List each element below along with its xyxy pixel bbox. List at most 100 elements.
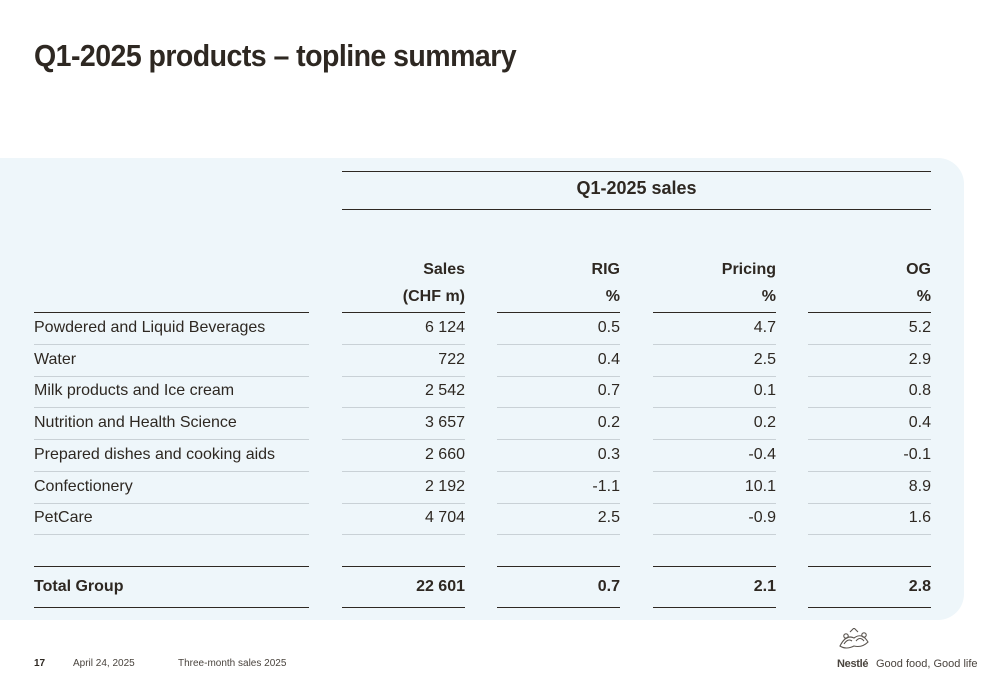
row-rule xyxy=(342,534,465,535)
row-label: Milk products and Ice cream xyxy=(34,382,235,400)
total-row-cell: 0.7 xyxy=(597,578,620,595)
group-header-bottom-rule xyxy=(342,209,931,210)
nestle-nest-logo-icon xyxy=(839,628,869,649)
row-rule xyxy=(342,503,465,504)
total-row-label: Total Group xyxy=(34,578,124,595)
row-rule xyxy=(34,407,309,408)
row-rule xyxy=(808,407,931,408)
row-rule xyxy=(34,376,309,377)
table-cell: 2.5 xyxy=(753,350,776,368)
table-cell: 2 660 xyxy=(424,445,465,463)
row-rule xyxy=(497,503,620,504)
table-cell: 2 192 xyxy=(424,477,465,495)
row-rule xyxy=(808,503,931,504)
bottom-rule xyxy=(497,607,620,608)
table-panel xyxy=(0,158,964,620)
brand-tagline: Good food, Good life xyxy=(876,658,978,670)
row-label: Powdered and Liquid Beverages xyxy=(34,319,266,336)
row-rule xyxy=(808,471,931,472)
column-header-line2: % xyxy=(605,288,620,305)
total-rule xyxy=(497,566,620,567)
table-cell: 0.2 xyxy=(753,414,776,432)
footer-date: April 24, 2025 xyxy=(73,658,135,669)
row-rule xyxy=(34,503,309,504)
header-rule xyxy=(34,312,309,313)
row-rule xyxy=(342,407,465,408)
table-cell: -0.9 xyxy=(748,509,776,527)
column-header-line2: % xyxy=(916,288,931,305)
page-number: 17 xyxy=(34,658,46,669)
table-cell: 4 704 xyxy=(424,509,465,527)
total-row-cell: 2.1 xyxy=(753,578,776,595)
row-rule xyxy=(342,376,465,377)
header-rule xyxy=(808,312,931,313)
row-rule xyxy=(34,471,309,472)
row-rule xyxy=(808,376,931,377)
header-rule xyxy=(497,312,620,313)
row-rule xyxy=(497,534,620,535)
row-rule xyxy=(34,344,309,345)
table-cell: 0.1 xyxy=(753,382,776,400)
total-rule xyxy=(34,566,309,567)
bottom-rule xyxy=(34,607,309,608)
row-label: Nutrition and Health Science xyxy=(34,414,237,432)
row-rule xyxy=(808,344,931,345)
total-rule xyxy=(808,566,931,567)
total-rule xyxy=(342,566,465,567)
row-label: PetCare xyxy=(34,509,93,527)
table-cell: 8.9 xyxy=(908,477,931,495)
column-header-line1: RIG xyxy=(591,261,620,278)
column-header-line1: Pricing xyxy=(721,261,776,278)
table-cell: 3 657 xyxy=(424,414,465,432)
column-header-line2: (CHF m) xyxy=(402,288,465,305)
footer-document-title: Three-month sales 2025 xyxy=(178,658,287,669)
table-cell: 2.5 xyxy=(597,509,620,527)
row-rule xyxy=(497,376,620,377)
row-rule xyxy=(653,503,776,504)
table-cell: 0.4 xyxy=(597,350,620,368)
row-rule xyxy=(653,534,776,535)
total-rule xyxy=(653,566,776,567)
table-cell: -0.1 xyxy=(903,445,931,463)
row-rule xyxy=(653,407,776,408)
row-rule xyxy=(497,439,620,440)
table-cell: 1.6 xyxy=(908,509,931,527)
table-cell: -1.1 xyxy=(592,477,620,495)
column-header-line1: OG xyxy=(906,261,931,278)
row-rule xyxy=(342,471,465,472)
row-rule xyxy=(497,471,620,472)
total-row-cell: 2.8 xyxy=(908,578,931,595)
row-rule xyxy=(653,344,776,345)
bottom-rule xyxy=(653,607,776,608)
table-cell: 0.8 xyxy=(908,382,931,400)
row-label: Water xyxy=(34,350,77,368)
row-rule xyxy=(808,534,931,535)
table-cell: 0.2 xyxy=(597,414,620,432)
row-label: Confectionery xyxy=(34,477,133,495)
row-label: Prepared dishes and cooking aids xyxy=(34,445,276,463)
table-cell: 6 124 xyxy=(424,319,465,336)
row-rule xyxy=(653,439,776,440)
row-rule xyxy=(34,439,309,440)
row-rule xyxy=(653,471,776,472)
column-header-line1: Sales xyxy=(423,261,465,278)
bottom-rule xyxy=(808,607,931,608)
row-rule xyxy=(653,376,776,377)
brand-name: Nestlé xyxy=(837,658,869,670)
column-header-line2: % xyxy=(761,288,776,305)
table-cell: 0.3 xyxy=(597,445,620,463)
row-rule xyxy=(497,407,620,408)
table-cell: 722 xyxy=(438,350,465,368)
table-cell: 5.2 xyxy=(908,319,931,336)
table-cell: 2 542 xyxy=(424,382,465,400)
bottom-rule xyxy=(342,607,465,608)
row-rule xyxy=(34,534,309,535)
total-row-cell: 22 601 xyxy=(416,578,465,595)
table-cell: 2.9 xyxy=(908,350,931,368)
table-cell: 4.7 xyxy=(753,319,776,336)
table-cell: 10.1 xyxy=(744,477,776,495)
group-header: Q1-2025 sales xyxy=(576,178,697,198)
row-rule xyxy=(342,344,465,345)
table-cell: 0.4 xyxy=(908,414,931,432)
header-rule xyxy=(342,312,465,313)
